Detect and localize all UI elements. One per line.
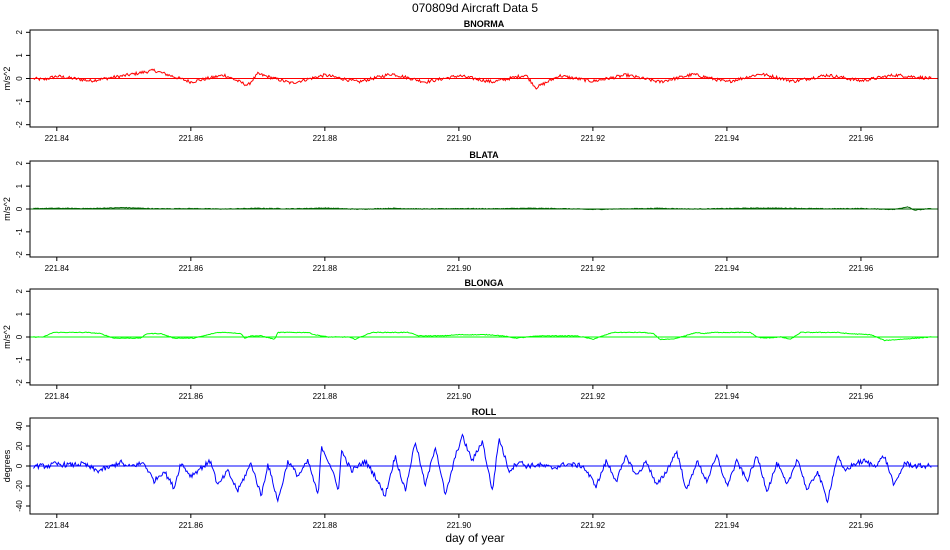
y-tick-label: 0 — [15, 206, 24, 211]
x-tick-label: 221.86 — [179, 264, 204, 273]
panel-roll: ROLL 221.84 221.86 221.88 221.90 221.92 221.94… — [2, 407, 939, 530]
x-tick-label: 221.84 — [45, 264, 70, 273]
y-tick-label: 2 — [15, 161, 24, 166]
x-tick-label: 221.84 — [45, 392, 70, 401]
y-axis-label: degrees — [2, 449, 12, 482]
x-tick-label: 221.84 — [45, 521, 70, 530]
x-tick-label: 221.94 — [715, 392, 740, 401]
x-tick-label: 221.96 — [849, 521, 874, 530]
panel-title: BLATA — [469, 150, 499, 160]
x-tick-label: 221.96 — [849, 392, 874, 401]
x-tick-label: 221.94 — [715, 521, 740, 530]
y-tick-label: 40 — [15, 421, 24, 430]
x-tick-label: 221.94 — [715, 134, 740, 143]
x-tick-label: 221.94 — [715, 264, 740, 273]
panel-title: BNORMA — [464, 19, 505, 29]
series-line — [33, 206, 932, 211]
panel-title: BLONGA — [465, 278, 504, 288]
x-tick-label: 221.88 — [313, 521, 338, 530]
panel-blata: BLATA 221.84 221.86 221.88 221.90 221.92 221.9… — [2, 150, 939, 273]
y-axis-label: m/s^2 — [2, 325, 12, 349]
y-tick-label: 0 — [15, 76, 24, 81]
y-tick-label: -1 — [15, 356, 24, 364]
y-tick-label: -1 — [15, 228, 24, 236]
figure-title: 070809d Aircraft Data 5 — [412, 1, 538, 15]
x-tick-label: 221.90 — [447, 264, 472, 273]
y-axis-label: m/s^2 — [2, 67, 12, 91]
x-tick-label: 221.86 — [179, 392, 204, 401]
x-tick-label: 221.86 — [179, 134, 204, 143]
y-tick-label: 0 — [15, 334, 24, 339]
y-tick-label: 1 — [15, 53, 24, 58]
x-tick-label: 221.92 — [581, 392, 606, 401]
y-tick-label: -2 — [15, 121, 24, 129]
y-tick-label: -1 — [15, 97, 24, 105]
x-tick-label: 221.90 — [447, 392, 472, 401]
x-tick-label: 221.96 — [849, 134, 874, 143]
x-tick-label: 221.92 — [581, 264, 606, 273]
x-axis-label: day of year — [445, 531, 504, 545]
x-tick-label: 221.84 — [45, 134, 70, 143]
y-tick-label: -2 — [15, 379, 24, 387]
x-tick-label: 221.90 — [447, 521, 472, 530]
y-tick-label: 20 — [15, 441, 24, 450]
series-line — [33, 331, 932, 342]
series-line — [32, 68, 932, 90]
x-tick-label: 221.86 — [179, 521, 204, 530]
y-tick-label: 1 — [15, 311, 24, 316]
x-tick-label: 221.92 — [581, 521, 606, 530]
y-tick-label: 2 — [15, 30, 24, 35]
panel-bnorma: BNORMA 221.84 221.86 221.88 221.90 221.92 221.… — [2, 19, 939, 143]
y-tick-label: -40 — [15, 500, 24, 512]
panel-title: ROLL — [472, 407, 497, 417]
x-tick-label: 221.88 — [313, 134, 338, 143]
x-tick-label: 221.88 — [313, 264, 338, 273]
x-tick-label: 221.92 — [581, 134, 606, 143]
y-tick-label: -20 — [15, 480, 24, 492]
y-axis-label: m/s^2 — [2, 197, 12, 221]
x-tick-label: 221.90 — [447, 134, 472, 143]
y-tick-label: -2 — [15, 251, 24, 259]
x-tick-label: 221.96 — [849, 264, 874, 273]
panel-blonga: BLONGA 221.84 221.86 221.88 221.90 221.92 221.… — [2, 278, 939, 401]
y-tick-label: 1 — [15, 183, 24, 188]
y-tick-label: 2 — [15, 289, 24, 294]
x-tick-label: 221.88 — [313, 392, 338, 401]
series-line — [32, 433, 932, 504]
y-tick-label: 0 — [15, 463, 24, 468]
